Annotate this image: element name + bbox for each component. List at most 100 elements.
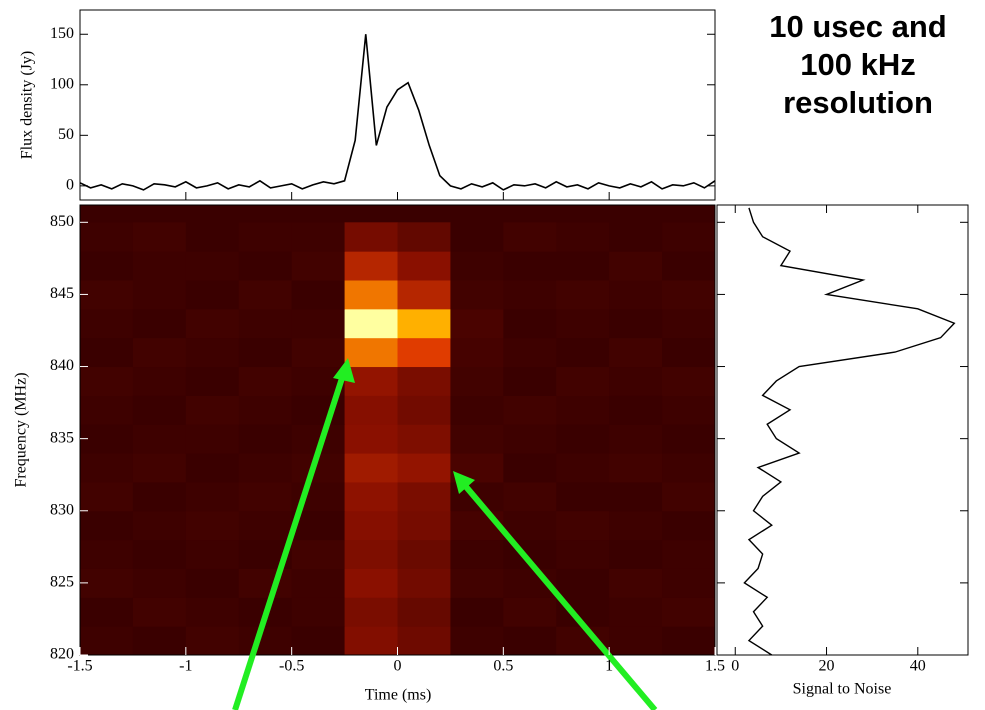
heatmap-cell	[80, 395, 134, 425]
heatmap-cell	[185, 481, 240, 512]
heatmap-cell	[397, 510, 451, 541]
heatmap-cell	[185, 222, 240, 252]
heatmap-cell	[291, 597, 346, 627]
heatmap-cell	[450, 222, 504, 252]
annotation-line: 10 usec and	[769, 9, 947, 44]
heatmap-cell	[291, 539, 346, 569]
x-tick-label: -1	[179, 658, 192, 675]
heatmap-cell	[397, 308, 451, 339]
heatmap-cell	[397, 424, 451, 454]
heatmap-cell	[609, 597, 663, 627]
profile-line	[79, 34, 716, 191]
heatmap-cell	[503, 308, 557, 339]
heatmap-cell	[344, 308, 398, 339]
y-tick-label: 150	[50, 25, 74, 42]
heatmap-cell	[344, 568, 398, 598]
heatmap-cell	[132, 337, 187, 368]
heatmap-cell	[80, 626, 134, 656]
arrows	[232, 358, 658, 710]
heatmap-cell	[344, 222, 398, 252]
heatmap-cell	[291, 568, 346, 598]
heatmap-cell	[503, 366, 557, 396]
heatmap-cell	[397, 568, 451, 598]
y-tick-label: 50	[58, 126, 74, 143]
heatmap-cell	[132, 481, 187, 512]
heatmap-cell	[185, 251, 240, 281]
heatmap-cell	[662, 366, 716, 396]
heatmap-cell	[662, 626, 716, 656]
heatmap-cell	[397, 251, 451, 281]
heatmap-cell	[185, 337, 240, 368]
heatmap-cell	[238, 510, 293, 541]
heatmap-cell	[662, 510, 716, 541]
heatmap-cell	[556, 366, 610, 396]
heatmap-cell	[291, 626, 346, 656]
heatmap-cell	[132, 308, 187, 339]
heatmap-cell	[503, 395, 557, 425]
heatmap-cell	[609, 395, 663, 425]
y-tick-label: 825	[50, 574, 74, 591]
heatmap-cell	[662, 481, 716, 512]
annotation-line: resolution	[783, 85, 933, 120]
heatmap-cell	[662, 222, 716, 252]
heatmap-cell	[662, 539, 716, 569]
heatmap-cell	[556, 510, 610, 541]
heatmap-cell	[80, 222, 134, 252]
heatmap-cell	[397, 539, 451, 569]
heatmap-cell	[450, 308, 504, 339]
arrow	[459, 480, 658, 710]
heatmap-cell	[132, 280, 187, 310]
heatmap-cell	[556, 568, 610, 598]
heatmap-cell	[556, 280, 610, 310]
heatmap-cell	[132, 251, 187, 281]
heatmap-cell	[185, 597, 240, 627]
heatmap-cell	[344, 424, 398, 454]
heatmap-cell	[556, 424, 610, 454]
heatmap-cell	[238, 280, 293, 310]
heatmap-cell	[662, 251, 716, 281]
y-axis-label: Frequency (MHz)	[13, 372, 30, 487]
heatmap-cell	[185, 568, 240, 598]
heatmap-cell	[397, 222, 451, 252]
heatmap-cell	[80, 568, 134, 598]
arrowhead	[333, 358, 355, 383]
heatmap-cell	[662, 453, 716, 483]
heatmap-cell	[609, 222, 663, 252]
heatmap-cell	[397, 337, 451, 368]
heatmap-cell	[344, 395, 398, 425]
heatmap-cell	[397, 280, 451, 310]
heatmap-cell	[238, 424, 293, 454]
heatmap-cell	[662, 395, 716, 425]
x-tick-label: -0.5	[279, 658, 304, 675]
y-tick-label: 0	[66, 177, 74, 194]
heatmap-cell	[609, 510, 663, 541]
heatmap-cell	[450, 395, 504, 425]
heatmap-cell	[132, 395, 187, 425]
heatmap-cell	[450, 366, 504, 396]
heatmap-cell	[238, 251, 293, 281]
heatmap-cell	[503, 337, 557, 368]
x-tick-label: 0	[731, 658, 739, 675]
heatmap-cell	[80, 308, 134, 339]
heatmap-cell	[80, 453, 134, 483]
heatmap-cell	[662, 308, 716, 339]
heatmap-cell	[556, 395, 610, 425]
heatmap-cell	[344, 251, 398, 281]
spectrum-frame	[716, 204, 969, 656]
heatmap-cell	[185, 366, 240, 396]
heatmap-cell	[238, 395, 293, 425]
x-tick-label: 40	[910, 658, 926, 675]
heatmap-cell	[344, 510, 398, 541]
heatmap-cell	[291, 222, 346, 252]
heatmap-cell	[609, 251, 663, 281]
heatmap-cell	[185, 280, 240, 310]
heatmap-cell	[450, 539, 504, 569]
heatmap-cell	[185, 539, 240, 569]
y-tick-label: 100	[50, 75, 74, 92]
y-tick-label: 845	[50, 285, 74, 302]
heatmap-cell	[397, 626, 451, 656]
heatmap-cell	[397, 395, 451, 425]
heatmap-cell	[80, 539, 134, 569]
